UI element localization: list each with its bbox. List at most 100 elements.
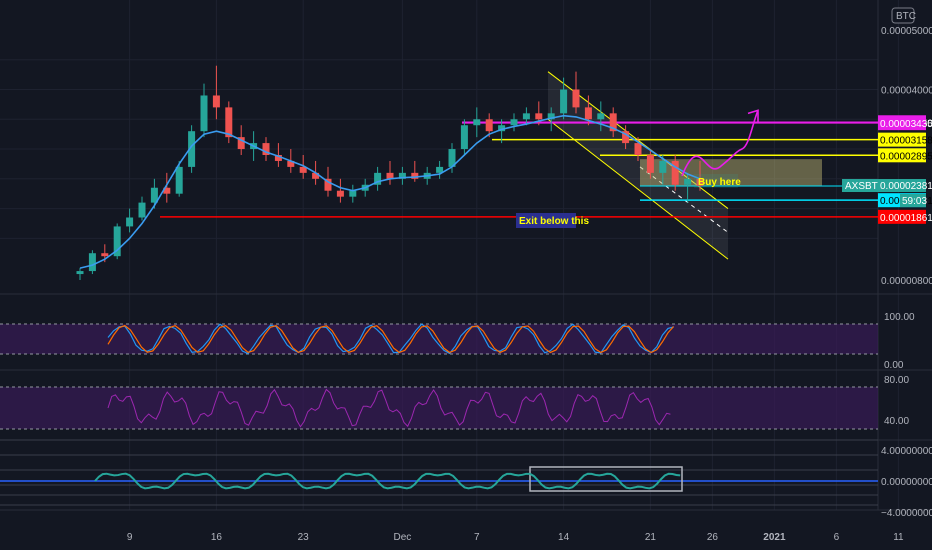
time-tick-label: 14	[558, 532, 570, 543]
rsi-pane: 80.00 40.00	[0, 375, 909, 430]
price-tag-bg	[878, 148, 926, 163]
projection-arrow-icon	[747, 109, 759, 123]
candle-body	[659, 160, 667, 173]
candle-body	[646, 155, 654, 173]
candle-body	[101, 253, 109, 257]
stoch-k-line	[107, 323, 674, 355]
momentum-pane: 4.00000000 0.00000000 −4.00000000	[0, 439, 932, 519]
time-tick-label: 7	[474, 532, 480, 543]
candle-body	[374, 172, 382, 185]
time-tick-label: 21	[645, 532, 657, 543]
candle-body	[336, 190, 344, 197]
candle-body	[212, 95, 220, 108]
candle-body	[299, 166, 307, 173]
currency-badge[interactable]: BTC	[891, 7, 916, 24]
time-tick-label: 23	[298, 532, 310, 543]
stoch-d-line	[107, 324, 675, 354]
horizontal-levels	[160, 121, 878, 218]
price-tag-label: 0.00003158	[880, 136, 932, 147]
candle-body	[274, 155, 282, 161]
momentum-tick-label: −4.00000000	[881, 508, 932, 519]
candle-body	[138, 202, 146, 218]
descending-channel-fill	[548, 71, 728, 260]
time-tick-label: 16	[211, 532, 223, 543]
candle-body	[398, 172, 406, 179]
price-tag-bg	[878, 116, 926, 131]
price-pane: Buy here Exit below this	[76, 65, 878, 280]
candle-body	[671, 160, 679, 185]
candle-body	[584, 107, 592, 120]
time-tick-label: 2021	[763, 532, 786, 543]
candle-body	[634, 143, 642, 155]
stoch-upper-label: 100.00	[884, 312, 915, 323]
time-tick-label: Dec	[394, 532, 412, 543]
channel-lower-line	[547, 118, 729, 260]
candle-body	[324, 178, 332, 191]
buy-label: Buy here	[694, 174, 741, 188]
candle-body	[163, 187, 171, 194]
momentum-tick-label: 4.00000000	[881, 446, 932, 457]
momentum-axis: 4.00000000 0.00000000 −4.00000000	[881, 446, 932, 519]
candle-body	[200, 95, 208, 132]
time-tick-label: 11	[893, 532, 904, 543]
price-tick-label: 0.00004000	[881, 86, 932, 97]
candle-body	[572, 89, 580, 108]
rsi-lower-label: 40.00	[884, 416, 909, 427]
stoch-lower-label: 0.00	[884, 360, 904, 371]
candle-body	[237, 137, 245, 150]
time-tick-label: 26	[707, 532, 719, 543]
currency-badge-label: BTC	[896, 11, 916, 22]
candle-body	[547, 113, 555, 120]
candle-body	[88, 253, 96, 272]
time-axis: 9 16 23 Dec 7 14 21 26 2021 6 11	[127, 532, 904, 543]
candle-body	[597, 113, 605, 120]
momentum-tick-label: 0.00000000	[881, 477, 932, 488]
candle-body	[448, 149, 456, 167]
momentum-line	[94, 472, 681, 490]
candle-body	[225, 107, 233, 138]
candle-body	[262, 143, 270, 155]
candle-body	[473, 119, 481, 126]
price-tick-label: 0.00000800	[881, 276, 932, 287]
candle-body	[411, 172, 419, 179]
candle-body	[535, 113, 543, 120]
candle-body	[175, 166, 183, 194]
candle-body	[560, 89, 568, 114]
time-tick-label: 9	[127, 532, 133, 543]
time-tick-label: 6	[834, 532, 840, 543]
price-tick-label: 0.00005000	[881, 26, 932, 37]
rsi-upper-label: 80.00	[884, 375, 909, 386]
price-tags: 0.000034500.000034350.000031580.00002895…	[878, 115, 932, 224]
candle-body	[622, 131, 630, 144]
stoch-rsi-pane: 100.00 0.00	[0, 312, 915, 371]
candle-body	[312, 172, 320, 179]
symbol-price: 0.00002381	[880, 181, 932, 192]
candle-body	[609, 113, 617, 132]
candle-body	[696, 178, 704, 186]
candle-body	[349, 190, 357, 197]
price-tag-bg	[878, 209, 926, 224]
exit-label: Exit below this	[516, 213, 589, 228]
candle-body	[436, 166, 444, 173]
candle-body	[684, 178, 692, 185]
grid	[0, 0, 932, 511]
candle-body	[126, 217, 134, 227]
price-tag-label: 0.00001861	[880, 213, 932, 224]
candle-body	[188, 131, 196, 167]
candle-body	[76, 271, 84, 275]
rsi-line	[107, 388, 671, 428]
candle-body	[113, 226, 121, 257]
candle-body	[522, 113, 530, 120]
buy-here-label: Buy here	[698, 177, 741, 188]
price-axis: 0.00005000 0.00004000 0.00000800	[881, 26, 932, 287]
candle-body	[485, 119, 493, 132]
price-tag-bg	[878, 132, 926, 147]
candle-body	[498, 125, 506, 132]
symbol-price-tag: AXSBTC 0.00002381 59:03	[842, 179, 932, 207]
price-tag-label: 0.00002895	[880, 151, 932, 162]
channel-mid-line	[639, 166, 729, 233]
candle-body	[510, 119, 518, 126]
candle-body	[386, 172, 394, 179]
candle-body	[150, 187, 158, 203]
